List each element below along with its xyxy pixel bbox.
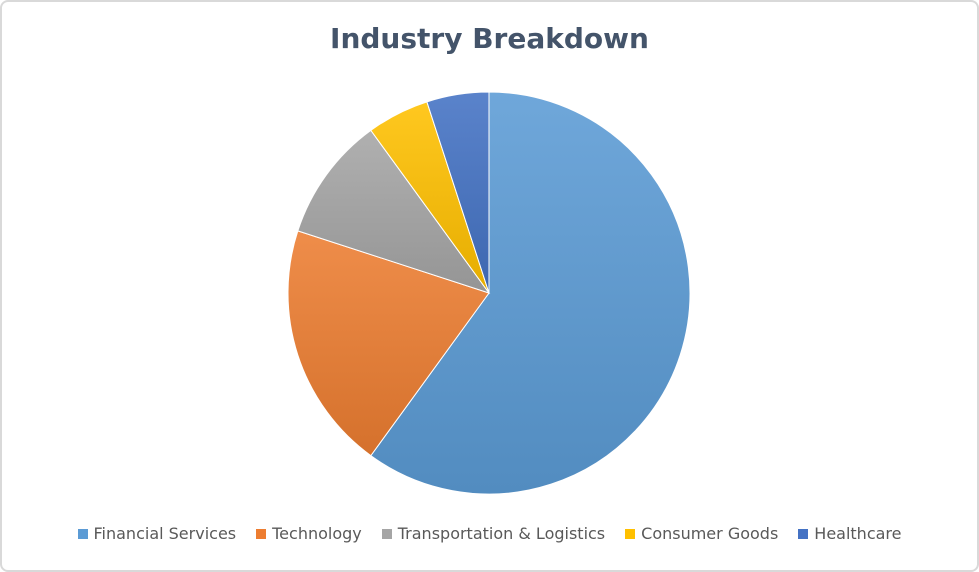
- legend-swatch: [381, 528, 392, 539]
- legend-label: Financial Services: [93, 524, 237, 543]
- pie-slice-healthcare: [426, 91, 490, 294]
- chart-title: Industry Breakdown: [330, 22, 649, 55]
- legend-item-transportation-and-logistics: Transportation & Logistics: [381, 524, 606, 543]
- legend-item-healthcare: Healthcare: [798, 524, 902, 543]
- legend-label: Transportation & Logistics: [397, 524, 606, 543]
- legend-swatch: [798, 528, 809, 539]
- pie-slice-transportation-and-logistics: [297, 129, 491, 294]
- legend-item-financial-services: Financial Services: [77, 524, 237, 543]
- legend-label: Healthcare: [814, 524, 902, 543]
- legend-label: Consumer Goods: [641, 524, 779, 543]
- legend: Financial Services Technology Transportati…: [2, 524, 977, 543]
- pie-slice-financial-services: [370, 91, 691, 495]
- legend-item-consumer-goods: Consumer Goods: [625, 524, 778, 543]
- legend-swatch: [625, 528, 636, 539]
- legend-swatch: [256, 528, 267, 539]
- legend-swatch: [77, 528, 88, 539]
- legend-item-technology: Technology: [256, 524, 362, 543]
- pie-slice-technology: [287, 230, 490, 457]
- legend-label: Technology: [272, 524, 362, 543]
